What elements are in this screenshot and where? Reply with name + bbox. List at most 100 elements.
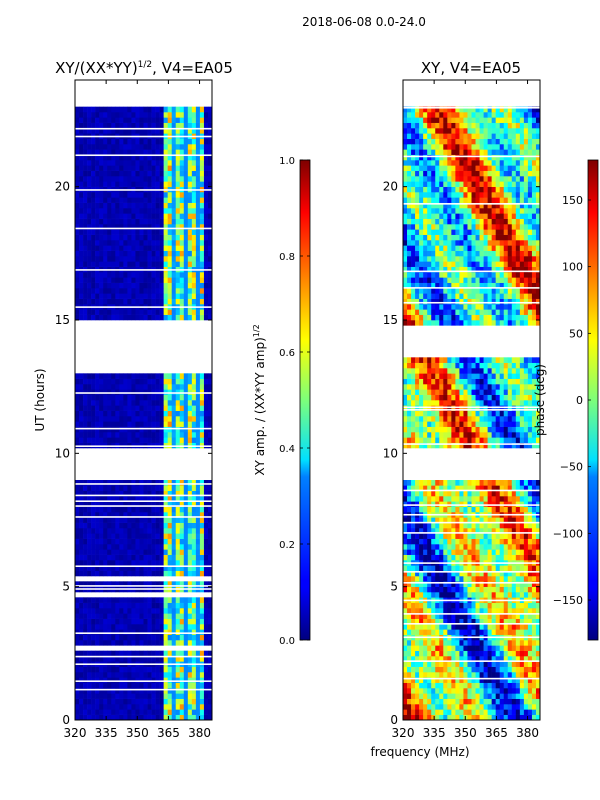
heatmap-cell bbox=[79, 549, 84, 555]
heatmap-cell bbox=[411, 698, 416, 705]
heatmap-cell bbox=[523, 682, 529, 689]
heatmap-cell bbox=[455, 629, 460, 635]
heatmap-cell bbox=[427, 480, 432, 486]
heatmap-cell bbox=[191, 490, 197, 497]
heatmap-cell bbox=[123, 384, 128, 390]
heatmap-cell bbox=[179, 416, 185, 422]
heatmap-cell bbox=[83, 208, 88, 214]
heatmap-cell bbox=[183, 240, 189, 246]
heatmap-cell bbox=[143, 549, 148, 555]
heatmap-cell bbox=[495, 613, 501, 619]
heatmap-cell bbox=[519, 528, 525, 534]
heatmap-cell bbox=[139, 250, 144, 257]
heatmap-cell bbox=[187, 437, 193, 443]
heatmap-cell bbox=[131, 549, 136, 555]
heatmap-cell bbox=[431, 581, 436, 587]
heatmap-cell bbox=[135, 373, 140, 379]
heatmap-cell bbox=[147, 666, 152, 673]
heatmap-cell bbox=[483, 538, 488, 545]
heatmap-cell bbox=[491, 581, 496, 587]
heatmap-cell bbox=[515, 496, 521, 502]
heatmap-cell bbox=[523, 485, 529, 491]
heatmap-cell bbox=[179, 666, 185, 673]
heatmap-cell bbox=[91, 261, 96, 267]
heatmap-cell bbox=[167, 533, 173, 539]
heatmap-cell bbox=[495, 592, 501, 598]
heatmap-cell bbox=[147, 549, 152, 555]
heatmap-cell bbox=[519, 437, 525, 443]
heatmap-cell bbox=[95, 554, 100, 561]
heatmap-cell bbox=[171, 432, 177, 438]
heatmap-cell bbox=[447, 533, 452, 539]
heatmap-cell bbox=[483, 576, 488, 582]
heatmap-cell bbox=[159, 224, 164, 230]
heatmap-cell bbox=[487, 629, 492, 635]
heatmap-cell bbox=[499, 602, 505, 609]
heatmap-cell bbox=[487, 592, 492, 598]
heatmap-cell bbox=[79, 144, 84, 150]
heatmap-cell bbox=[207, 608, 212, 614]
heatmap-cell bbox=[199, 410, 205, 417]
heatmap-cell bbox=[139, 485, 144, 491]
heatmap-cell bbox=[155, 480, 160, 486]
heatmap-cell bbox=[535, 490, 540, 497]
heatmap-cell bbox=[83, 624, 88, 630]
heatmap-cell bbox=[535, 437, 540, 443]
heatmap-cell bbox=[535, 501, 540, 507]
heatmap-cell bbox=[131, 517, 136, 523]
heatmap-cell bbox=[159, 570, 164, 577]
heatmap-cell bbox=[527, 565, 533, 571]
heatmap-cell bbox=[139, 640, 144, 646]
heatmap-cell bbox=[147, 544, 152, 550]
heatmap-cell bbox=[159, 512, 164, 518]
heatmap-cell bbox=[167, 560, 173, 566]
heatmap-cell bbox=[75, 426, 80, 433]
heatmap-cell bbox=[179, 112, 185, 118]
heatmap-cell bbox=[155, 421, 160, 427]
heatmap-cell bbox=[515, 432, 521, 438]
heatmap-cell bbox=[87, 170, 92, 177]
heatmap-cell bbox=[423, 581, 428, 587]
heatmap-cell bbox=[167, 613, 173, 619]
heatmap-cell bbox=[123, 698, 128, 705]
heatmap-cell bbox=[191, 602, 197, 609]
heatmap-cell bbox=[91, 522, 96, 529]
heatmap-cell bbox=[163, 309, 168, 315]
heatmap-cell bbox=[175, 480, 181, 486]
heatmap-cell bbox=[123, 256, 128, 262]
heatmap-cell bbox=[171, 512, 177, 518]
heatmap-cell bbox=[435, 586, 440, 593]
heatmap-cell bbox=[107, 677, 112, 683]
heatmap-cell bbox=[107, 250, 112, 257]
heatmap-cell bbox=[423, 698, 428, 705]
heatmap-cell bbox=[423, 661, 428, 667]
heatmap-cell bbox=[199, 512, 205, 518]
heatmap-cell bbox=[415, 501, 420, 507]
heatmap-cell bbox=[115, 160, 120, 166]
heatmap-cell bbox=[203, 522, 209, 529]
heatmap-cell bbox=[139, 634, 144, 641]
heatmap-cell bbox=[507, 554, 513, 561]
heatmap-cell bbox=[119, 496, 124, 502]
heatmap-cell bbox=[207, 544, 212, 550]
heatmap-cell bbox=[519, 565, 525, 571]
heatmap-cell bbox=[523, 586, 529, 593]
heatmap-cell bbox=[95, 261, 100, 267]
heatmap-cell bbox=[191, 480, 197, 486]
heatmap-cell bbox=[459, 640, 464, 646]
heatmap-cell bbox=[179, 128, 185, 134]
heatmap-cell bbox=[495, 554, 501, 561]
heatmap-cell bbox=[187, 170, 193, 177]
heatmap-cell bbox=[127, 181, 132, 187]
heatmap-cell bbox=[159, 688, 164, 694]
heatmap-cell bbox=[95, 560, 100, 566]
heatmap-cell bbox=[155, 122, 160, 129]
heatmap-cell bbox=[183, 192, 189, 198]
heatmap-cell bbox=[139, 629, 144, 635]
heatmap-cell bbox=[207, 554, 212, 561]
heatmap-cell bbox=[119, 400, 124, 406]
heatmap-cell bbox=[127, 613, 132, 619]
heatmap-cell bbox=[531, 576, 537, 582]
heatmap-cell bbox=[199, 213, 205, 219]
heatmap-cell bbox=[131, 704, 136, 710]
